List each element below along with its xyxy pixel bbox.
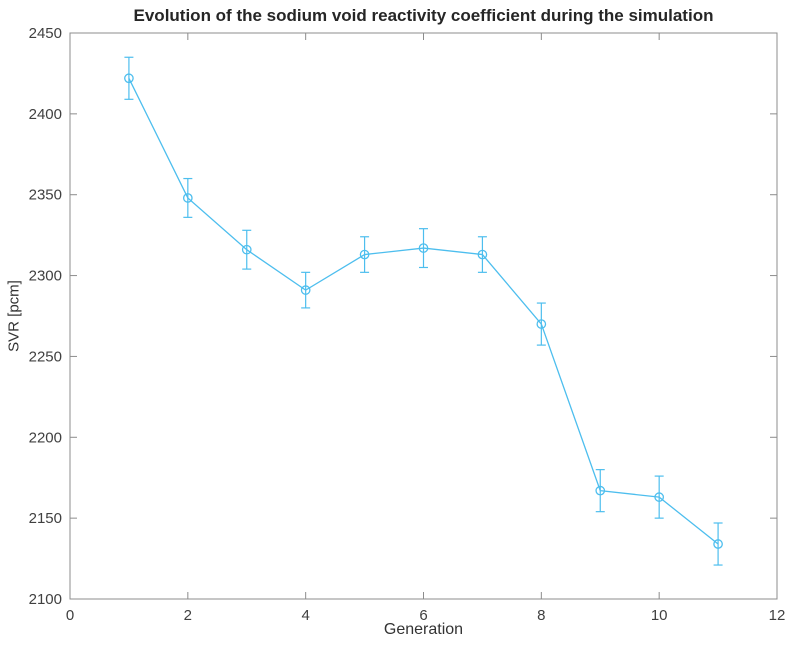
y-tick-label: 2350 bbox=[29, 187, 62, 204]
x-tick-label: 12 bbox=[769, 607, 786, 624]
x-axis-label: Generation bbox=[383, 621, 464, 638]
y-tick-label: 2150 bbox=[29, 510, 62, 527]
data-marker bbox=[713, 539, 723, 549]
x-tick-label: 6 bbox=[419, 607, 427, 624]
y-tick-label: 2100 bbox=[29, 591, 62, 608]
y-tick-label: 2300 bbox=[29, 268, 62, 285]
y-tick-label: 2400 bbox=[29, 106, 62, 123]
chart-title: Evolution of the sodium void reactivity … bbox=[133, 6, 714, 25]
data-marker bbox=[124, 73, 134, 84]
data-marker bbox=[300, 285, 311, 295]
y-tick-label: 2450 bbox=[29, 25, 62, 42]
axes-box bbox=[69, 32, 778, 600]
x-tick-label: 2 bbox=[184, 607, 192, 624]
x-tick-label: 10 bbox=[651, 607, 668, 624]
data-line bbox=[128, 77, 719, 545]
data-marker bbox=[418, 243, 429, 253]
data-marker bbox=[595, 485, 606, 496]
data-marker bbox=[241, 244, 252, 255]
x-tick-label: 0 bbox=[66, 607, 74, 624]
y-axis-label: SVR [pcm] bbox=[5, 280, 23, 352]
data-marker bbox=[182, 193, 193, 203]
data-marker bbox=[654, 492, 665, 502]
y-tick-label: 2250 bbox=[29, 348, 62, 365]
data-marker bbox=[359, 249, 370, 260]
x-tick-label: 8 bbox=[537, 607, 545, 624]
x-tick-label: 4 bbox=[301, 607, 309, 624]
data-marker bbox=[477, 249, 488, 260]
data-marker bbox=[536, 319, 547, 329]
y-tick-label: 2200 bbox=[29, 429, 62, 446]
